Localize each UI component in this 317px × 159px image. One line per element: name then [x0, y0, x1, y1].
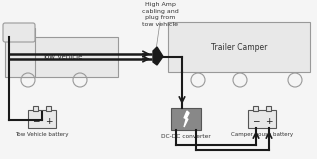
Bar [266, 106, 271, 111]
Text: +: + [45, 117, 53, 125]
Bar [46, 106, 51, 111]
Polygon shape [153, 47, 163, 65]
Text: Tow Vehicle: Tow Vehicle [42, 54, 82, 60]
Text: +: + [265, 117, 273, 125]
Bar [33, 106, 38, 111]
Bar [28, 110, 56, 128]
Bar [18, 37, 118, 77]
Bar [171, 108, 201, 130]
Text: Trailer Camper: Trailer Camper [211, 42, 267, 52]
Bar [253, 106, 258, 111]
Text: High Amp
cabling and
plug from
tow vehicle: High Amp cabling and plug from tow vehic… [142, 2, 178, 27]
Bar [248, 110, 276, 128]
Polygon shape [184, 111, 189, 127]
FancyBboxPatch shape [3, 23, 35, 42]
Text: −: − [32, 117, 40, 125]
Bar [5, 28, 35, 77]
Text: DC-DC converter: DC-DC converter [161, 134, 211, 139]
Text: Tow Vehicle battery: Tow Vehicle battery [15, 132, 69, 137]
Text: Camper house battery: Camper house battery [231, 132, 293, 137]
Text: −: − [252, 117, 260, 125]
Bar [168, 22, 310, 72]
